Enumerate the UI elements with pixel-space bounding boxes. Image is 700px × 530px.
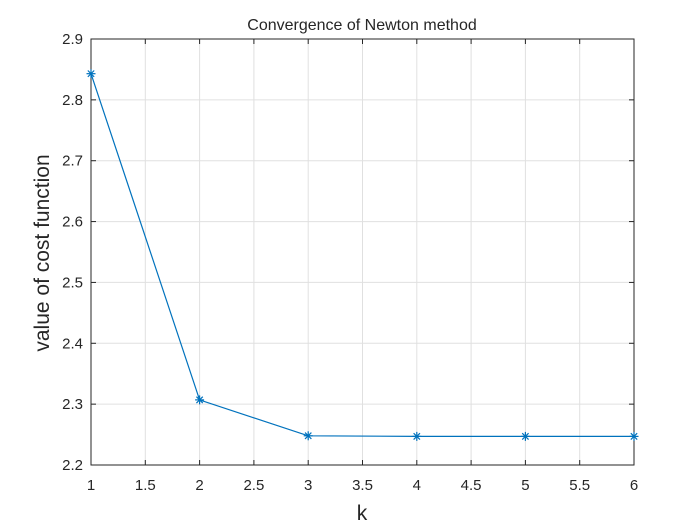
y-tick-label: 2.4 — [62, 335, 83, 352]
x-tick-label: 5.5 — [569, 477, 590, 494]
x-tick-label: 3 — [304, 477, 312, 494]
y-tick-label: 2.7 — [62, 153, 83, 170]
x-tick-label: 6 — [630, 477, 638, 494]
y-tick-label: 2.2 — [62, 457, 83, 474]
y-tick-label: 2.3 — [62, 396, 83, 413]
series — [86, 69, 639, 441]
data-point-marker — [86, 69, 96, 79]
x-tick-label: 5 — [521, 477, 529, 494]
x-axis-label: k — [357, 502, 368, 525]
y-axis-label: value of cost function — [31, 154, 54, 351]
series-line — [90, 73, 634, 437]
chart-title: Convergence of Newton method — [247, 17, 476, 34]
y-tick-label: 2.5 — [62, 274, 83, 291]
data-point-marker — [629, 431, 639, 441]
data-point-marker — [412, 431, 422, 441]
data-point-marker — [303, 431, 313, 441]
x-tick-label: 1 — [87, 477, 95, 494]
x-tick-label: 2 — [195, 477, 203, 494]
ticks: 1 1.5 2 2.5 3 3.5 4 4.5 5 5.5 6 2.2 2.3 2.4 2.5 2.6 2.7 2… — [62, 31, 638, 494]
data-point-marker — [195, 395, 205, 405]
x-tick-label: 4 — [413, 477, 421, 494]
x-tick-label: 3.5 — [352, 477, 373, 494]
x-tick-label: 2.5 — [243, 477, 264, 494]
data-point-marker — [520, 431, 530, 441]
x-tick-label: 1.5 — [135, 477, 156, 494]
y-tick-label: 2.8 — [62, 92, 83, 109]
x-tick-label: 4.5 — [461, 477, 482, 494]
y-tick-label: 2.9 — [62, 31, 83, 48]
y-tick-label: 2.6 — [62, 214, 83, 231]
